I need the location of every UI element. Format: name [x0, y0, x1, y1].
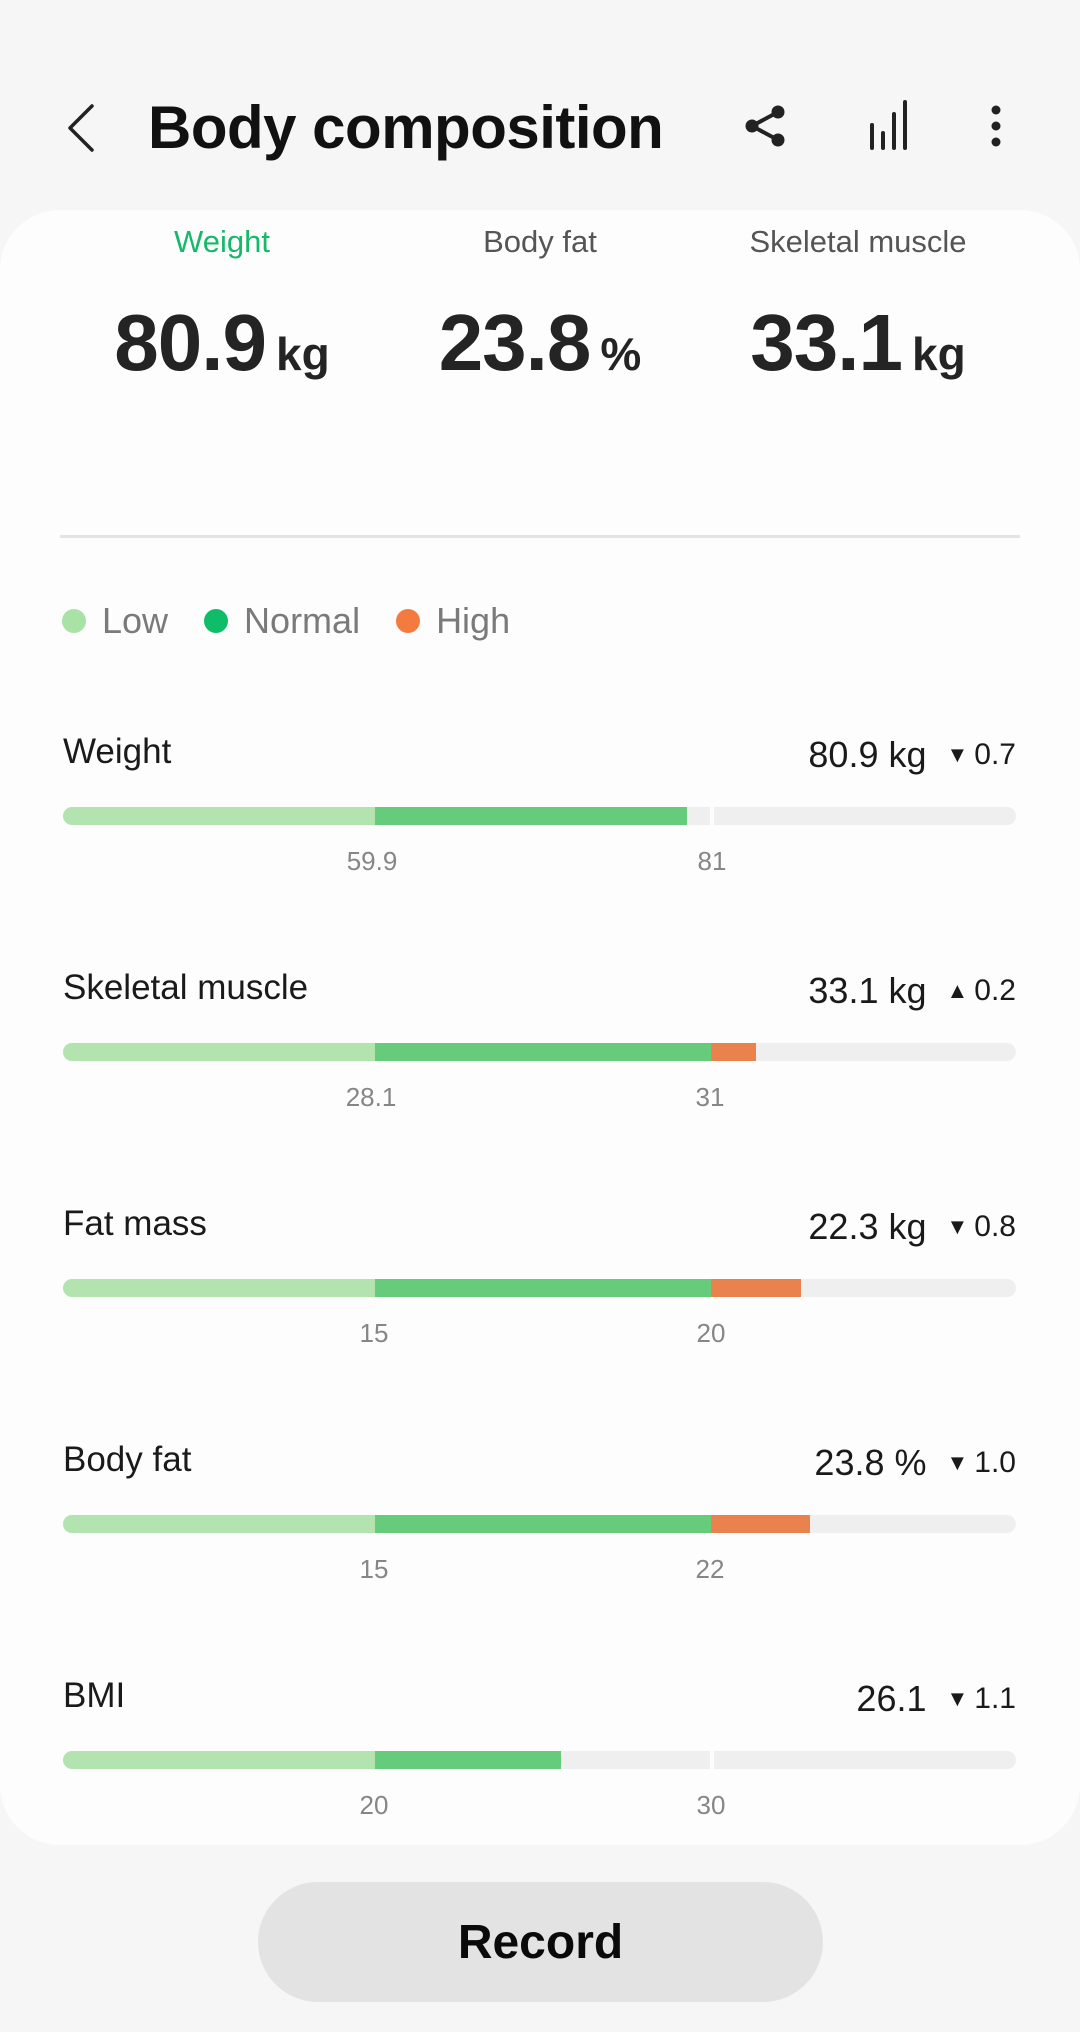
summary-label: Weight: [174, 224, 270, 259]
legend-high: High: [396, 598, 510, 644]
app-header: Body composition: [0, 0, 1080, 210]
bar-normal-segment: [375, 807, 687, 825]
range-bar: [63, 1751, 1016, 1769]
high-dot-icon: [396, 609, 421, 633]
legend-label: High: [436, 600, 511, 641]
back-button[interactable]: [56, 96, 106, 160]
low-dot-icon: [62, 609, 86, 633]
metric-name: Weight: [63, 732, 172, 771]
metric-delta: 0.2: [974, 974, 1016, 1007]
metric-name: BMI: [63, 1676, 126, 1715]
trend-up-icon: ▲: [946, 978, 969, 1003]
trend-down-icon: ▼: [946, 1450, 969, 1475]
trend-button[interactable]: [860, 96, 920, 156]
metric-value: 26.1: [856, 1678, 927, 1719]
bar-normal-segment: [375, 1279, 711, 1297]
bar-high-segment: [711, 1043, 756, 1061]
metric-bmi[interactable]: BMI 26.1 ▼ 1.1 20 30: [0, 1674, 1080, 1874]
share-icon: [745, 105, 785, 147]
summary-value: 23.8: [438, 298, 592, 387]
record-button-label: Record: [457, 1915, 624, 1969]
range-tick-low: 28.1: [345, 1082, 397, 1112]
metric-weight[interactable]: Weight 80.9 kg ▼ 0.7 59.9 81: [0, 730, 1080, 930]
summary-unit: kg: [912, 328, 966, 380]
bar-high-segment: [711, 1515, 810, 1533]
range-bar: [63, 1515, 1016, 1533]
range-tick-low: 15: [359, 1554, 389, 1584]
back-chevron-icon: [68, 104, 94, 152]
metric-name: Body fat: [63, 1440, 192, 1479]
legend: Low Normal High: [62, 598, 546, 644]
range-tick-high: 22: [695, 1554, 725, 1584]
legend-normal: Normal: [204, 598, 360, 644]
metric-value: 22.3 kg: [808, 1206, 927, 1247]
divider: [60, 535, 1020, 538]
bar-normal-segment: [375, 1515, 711, 1533]
share-button[interactable]: [736, 96, 796, 156]
bar-low-segment: [63, 1515, 375, 1533]
trend-down-icon: ▼: [946, 1686, 969, 1711]
legend-label: Normal: [244, 600, 361, 641]
range-tick-high: 20: [696, 1318, 726, 1348]
range-tick-high: 30: [696, 1790, 726, 1820]
bar-tick: [710, 1751, 714, 1769]
bar-tick: [710, 807, 714, 825]
summary-tabs: Weight 80.9 kg Body fat 23.8% Skeletal mu…: [0, 210, 1080, 410]
trend-chart-icon: [870, 100, 907, 150]
range-tick-low: 15: [359, 1318, 389, 1348]
summary-unit: kg: [276, 328, 330, 380]
metric-name: Skeletal muscle: [63, 968, 309, 1007]
metric-value: 23.8 %: [814, 1442, 927, 1483]
summary-value: 80.9: [114, 298, 267, 387]
legend-label: Low: [102, 600, 169, 641]
bar-low-segment: [63, 1751, 375, 1769]
range-bar: [63, 1043, 1016, 1061]
bar-normal-segment: [375, 1751, 561, 1769]
bar-low-segment: [63, 1043, 375, 1061]
bar-high-segment: [711, 1279, 801, 1297]
normal-dot-icon: [204, 609, 229, 633]
metric-delta: 0.8: [974, 1210, 1016, 1243]
metric-body-fat[interactable]: Body fat 23.8 % ▼ 1.0 15 22: [0, 1438, 1080, 1638]
trend-down-icon: ▼: [946, 1214, 969, 1239]
summary-label: Skeletal muscle: [749, 224, 967, 259]
page-title: Body composition: [148, 94, 664, 161]
bar-normal-segment: [375, 1043, 711, 1061]
summary-unit: %: [600, 328, 642, 380]
range-tick-high: 81: [697, 846, 727, 876]
trend-down-icon: ▼: [946, 742, 969, 767]
bar-low-segment: [63, 807, 375, 825]
more-options-icon: [991, 105, 1001, 147]
range-bar: [63, 807, 1016, 825]
legend-low: Low: [62, 598, 168, 644]
metric-value: 80.9 kg: [808, 734, 927, 775]
metric-name: Fat mass: [63, 1204, 207, 1243]
more-options-button[interactable]: [966, 96, 1026, 156]
body-composition-card: Weight 80.9 kg Body fat 23.8% Skeletal mu…: [0, 210, 1080, 1845]
range-tick-high: 31: [695, 1082, 725, 1112]
metric-delta: 0.7: [974, 738, 1016, 771]
metric-fat-mass[interactable]: Fat mass 22.3 kg ▼ 0.8 15 20: [0, 1202, 1080, 1402]
range-tick-low: 20: [359, 1790, 389, 1820]
range-tick-low: 59.9: [346, 846, 398, 876]
metric-delta: 1.1: [974, 1682, 1016, 1715]
summary-label: Body fat: [483, 224, 597, 259]
metric-delta: 1.0: [974, 1446, 1016, 1479]
record-button[interactable]: Record: [258, 1882, 823, 2002]
summary-value: 33.1: [750, 298, 903, 387]
metric-skeletal-muscle[interactable]: Skeletal muscle 33.1 kg ▲ 0.2 28.1 31: [0, 966, 1080, 1166]
bar-low-segment: [63, 1279, 375, 1297]
metric-value: 33.1 kg: [808, 970, 927, 1011]
range-bar: [63, 1279, 1016, 1297]
